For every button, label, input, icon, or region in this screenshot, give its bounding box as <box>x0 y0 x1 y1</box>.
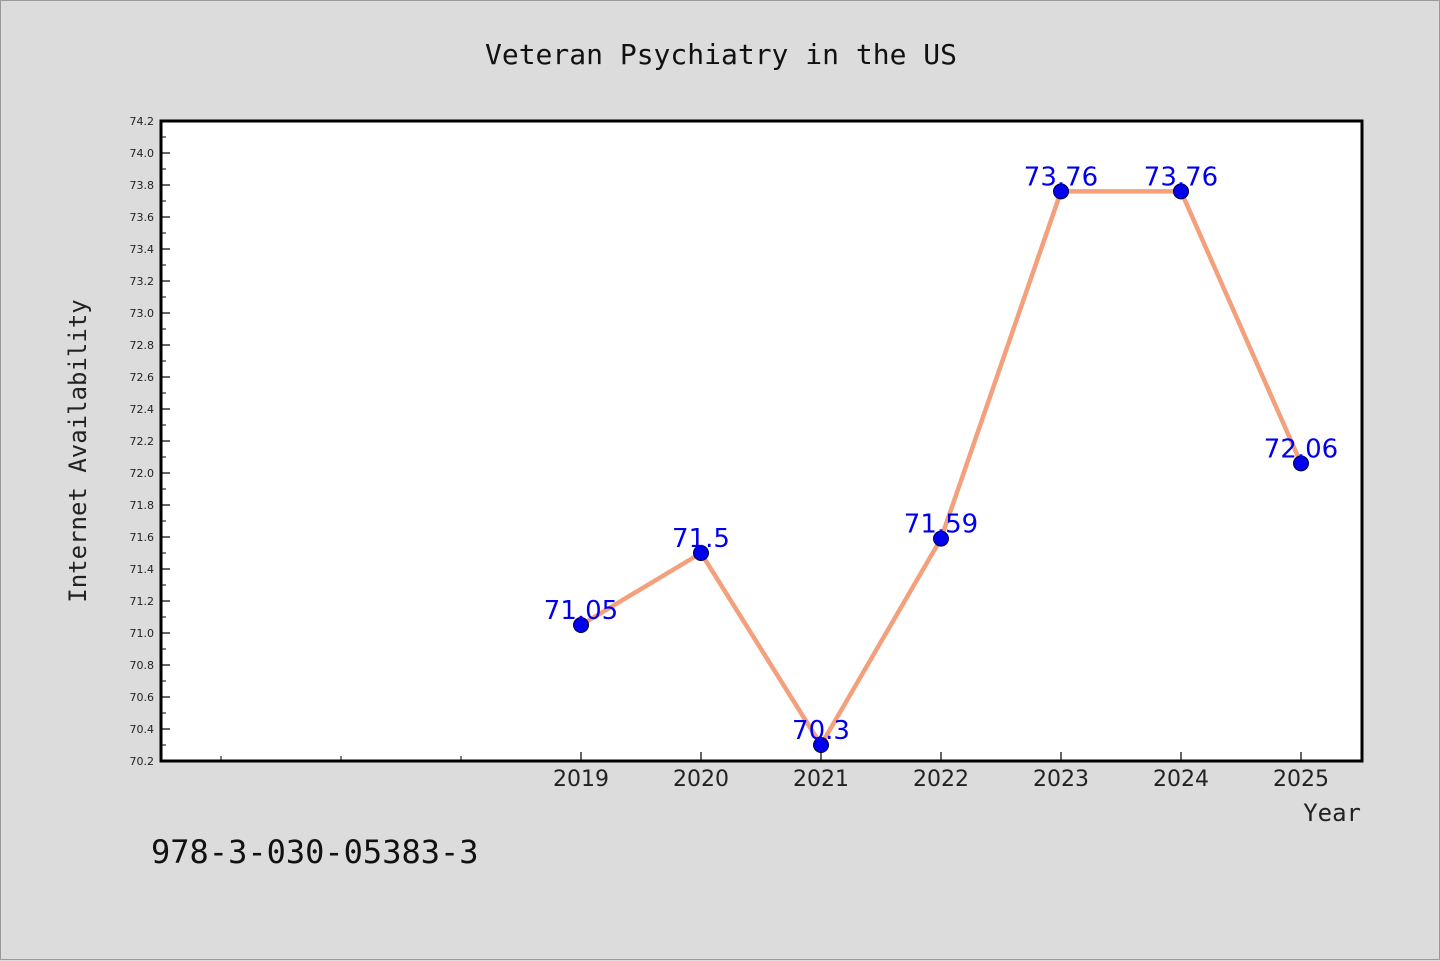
y-tick-label: 70.6 <box>130 691 155 704</box>
series-group: 71.05 71.5 70.3 71.59 73.76 73.76 72.06 <box>544 162 1338 753</box>
plot-area <box>159 119 1364 763</box>
y-tick-label: 72.2 <box>130 435 155 448</box>
y-tick-label: 73.4 <box>130 243 155 256</box>
x-axis-label: Year <box>1303 799 1361 827</box>
data-point <box>1053 183 1069 200</box>
y-tick-label: 72.6 <box>130 371 155 384</box>
data-point <box>1293 455 1309 472</box>
y-axis-label: Internet Availability <box>64 299 92 602</box>
data-point <box>933 530 949 547</box>
x-tick-label: 2023 <box>1033 767 1089 792</box>
y-axis: 70.2 70.4 70.6 70.8 71.0 71.2 71.4 71.6 71.8 72.0… <box>130 115 170 768</box>
y-tick-label: 74.0 <box>130 147 155 160</box>
y-tick-label: 72.4 <box>130 403 155 416</box>
data-label: 71.5 <box>672 524 730 554</box>
y-tick-label: 73.8 <box>130 179 155 192</box>
x-tick-label: 2022 <box>913 767 969 792</box>
data-point <box>813 737 829 753</box>
y-tick-label: 71.8 <box>130 499 155 512</box>
y-tick-label: 72.0 <box>130 467 155 480</box>
x-tick-label: 2025 <box>1273 767 1329 792</box>
data-label: 73.76 <box>1024 162 1098 192</box>
x-tick-label: 2020 <box>673 767 729 792</box>
x-tick-label: 2021 <box>793 767 849 792</box>
y-tick-label: 73.6 <box>130 211 155 224</box>
y-tick-label: 71.0 <box>130 627 155 640</box>
y-tick-label: 74.2 <box>130 115 155 128</box>
data-label: 71.59 <box>904 510 978 540</box>
y-tick-label: 72.8 <box>130 339 155 352</box>
y-tick-label: 71.6 <box>130 531 155 544</box>
data-label: 72.06 <box>1264 434 1338 464</box>
y-tick-label: 73.0 <box>130 307 155 320</box>
data-point <box>573 617 589 633</box>
y-tick-label: 70.2 <box>130 755 155 768</box>
isbn-code: 978-3-030-05383-3 <box>151 833 479 871</box>
y-tick-label: 71.2 <box>130 595 155 608</box>
data-point <box>693 545 709 561</box>
data-label: 70.3 <box>792 716 850 746</box>
x-tick-label: 2019 <box>553 767 609 792</box>
x-axis: 2019 2020 2021 2022 2023 2024 2025 <box>220 752 1329 792</box>
y-tick-label: 73.2 <box>130 275 155 288</box>
y-tick-label: 70.8 <box>130 659 155 672</box>
y-tick-label: 71.4 <box>130 563 155 576</box>
data-point <box>1173 183 1189 200</box>
chart-title: Veteran Psychiatry in the US <box>485 38 957 71</box>
y-tick-label: 70.4 <box>130 723 155 736</box>
data-label: 71.05 <box>544 596 618 626</box>
data-label: 73.76 <box>1144 162 1218 192</box>
x-tick-label: 2024 <box>1153 767 1209 792</box>
